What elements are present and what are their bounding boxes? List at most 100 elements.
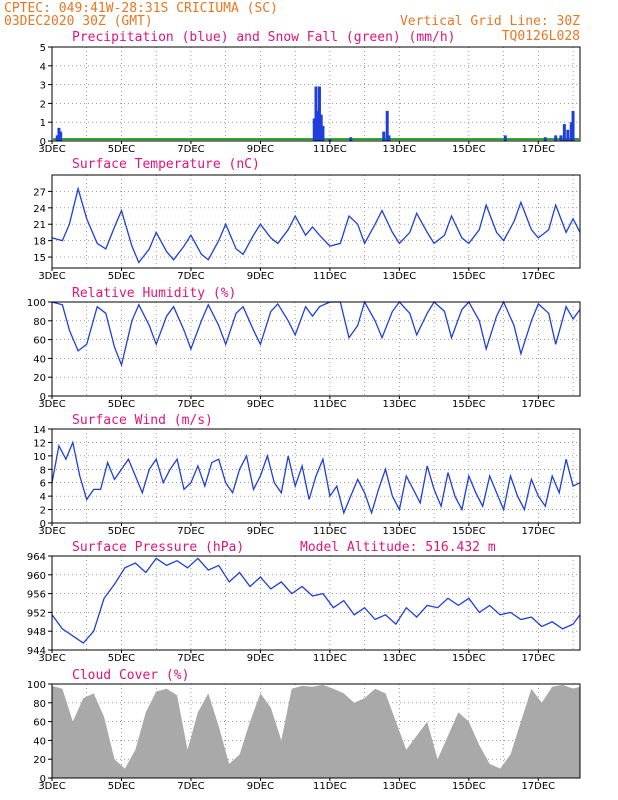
model-altitude: Model Altitude: 516.432 m [300, 540, 496, 555]
pressure-ytick-label: 964 [27, 552, 46, 563]
rh-ytick-label: 40 [33, 354, 46, 365]
precip-bar [569, 122, 573, 141]
temp-xtick-label: 7DEC [177, 271, 204, 282]
temp-xtick-label: 13DEC [383, 271, 417, 282]
cloud-title: Cloud Cover (%) [72, 668, 189, 683]
temp-ytick-label: 15 [33, 253, 46, 264]
precip-bar [559, 135, 563, 141]
temp-frame [51, 174, 581, 269]
precip-panel: 0 1 2 3 4 5 3DEC 5DEC 7DEC 9DEC 11DEC 13DEC 15DEC 17D… [38, 43, 581, 155]
wind-ytick-label: 2 [40, 506, 46, 517]
cloud-xtick-label: 13DEC [383, 781, 417, 792]
pressure-panel: 944 948 952 956 960 964 3DEC 5DEC 7DEC 9DEC 11DEC 1… [27, 552, 581, 664]
pressure-xtick-label: 5DEC [108, 653, 135, 664]
precip-bar [571, 110, 575, 141]
temp-ytick-label: 21 [33, 220, 46, 231]
precip-ytick-label: 5 [40, 43, 46, 54]
precip-xtick-label: 15DEC [452, 144, 486, 155]
temp-xtick-label: 11DEC [313, 271, 347, 282]
rh-ytick-label: 0 [40, 392, 46, 403]
cloud-xtick-label: 17DEC [521, 781, 555, 792]
pressure-ytick-label: 952 [27, 608, 46, 619]
cloud-ytick-label: 80 [33, 699, 46, 710]
header-grid-note: Vertical Grid Line: 30Z [400, 14, 580, 29]
pressure-xtick-label: 7DEC [177, 653, 204, 664]
rh-ytick-label: 100 [27, 298, 46, 309]
precip-xtick-label: 11DEC [313, 144, 347, 155]
rh-xtick-label: 7DEC [177, 399, 204, 410]
precip-bar [314, 86, 318, 141]
temp-xtick-label: 17DEC [521, 271, 555, 282]
wind-xtick-label: 15DEC [452, 526, 486, 537]
cloud-frame [51, 683, 581, 779]
precip-bar [562, 124, 566, 141]
precip-bar [328, 139, 332, 141]
rh-ytick-label: 60 [33, 336, 46, 347]
cloud-xtick-label: 9DEC [247, 781, 274, 792]
wind-xtick-label: 3DEC [38, 526, 65, 537]
pressure-ytick-label: 948 [27, 627, 46, 638]
pressure-ytick-label: 960 [27, 571, 46, 582]
precip-ytick-label: 3 [40, 81, 46, 92]
rh-xtick-label: 13DEC [383, 399, 417, 410]
rh-xtick-label: 5DEC [108, 399, 135, 410]
pressure-ytick-label: 956 [27, 590, 46, 601]
wind-xtick-label: 17DEC [521, 526, 555, 537]
pressure-frame [51, 555, 581, 651]
precip-bar [349, 137, 353, 141]
cloud-xtick-label: 5DEC [108, 781, 135, 792]
precip-xtick-label: 7DEC [177, 144, 204, 155]
cloud-xtick-label: 7DEC [177, 781, 204, 792]
pressure-series-line [51, 557, 581, 644]
cloud-ytick-label: 0 [40, 774, 46, 785]
precip-bar [59, 131, 63, 141]
precip-ytick-label: 1 [40, 118, 46, 129]
precip-bar [316, 110, 320, 141]
temp-ytick-label: 18 [33, 237, 46, 248]
wind-xtick-label: 5DEC [108, 526, 135, 537]
temp-ytick-label: 27 [33, 187, 46, 198]
precip-bar [385, 110, 389, 141]
precip-bar [382, 131, 386, 141]
pressure-xtick-label: 3DEC [38, 653, 65, 664]
precip-xtick-label: 13DEC [383, 144, 417, 155]
temp-xtick-label: 9DEC [247, 271, 274, 282]
wind-panel: 0 2 4 6 8 10 12 14 3DEC 5DEC 7DEC 9DEC 11DEC 13DEC 15D… [33, 425, 581, 537]
cloud-xtick-label: 15DEC [452, 781, 486, 792]
precip-bar [319, 114, 323, 141]
temp-panel: 15 18 21 24 27 3DEC 5DEC 7DEC 9DEC 11DEC 13DEC 15DE… [33, 174, 581, 282]
pressure-ytick-label: 944 [27, 646, 46, 657]
precip-title: Precipitation (blue) and Snow Fall (gree… [72, 30, 456, 45]
cloud-ytick-label: 40 [33, 736, 46, 747]
precip-xtick-label: 3DEC [38, 144, 65, 155]
precip-frame [51, 46, 581, 142]
rh-ytick-label: 80 [33, 317, 46, 328]
cloud-cover-area [52, 684, 580, 778]
rh-title: Relative Humidity (%) [72, 286, 236, 301]
wind-ytick-label: 6 [40, 479, 46, 490]
header-model-code: TQ0126L028 [502, 29, 580, 44]
precip-xtick-label: 5DEC [108, 144, 135, 155]
rh-xtick-label: 3DEC [38, 399, 65, 410]
rh-series-line [51, 300, 581, 368]
temp-xtick-label: 5DEC [108, 271, 135, 282]
cloud-panel: 0 20 40 60 80 100 3DEC 5DEC 7DEC 9DEC 11DEC 13DEC 15… [27, 680, 581, 792]
header-date: 03DEC2020 30Z (GMT) [4, 14, 153, 29]
wind-ytick-label: 14 [33, 425, 46, 436]
rh-xtick-label: 15DEC [452, 399, 486, 410]
header-station: CPTEC: 049:41W-28:31S CRICIUMA (SC) [4, 1, 278, 16]
temp-xtick-label: 3DEC [38, 271, 65, 282]
precip-bar [554, 135, 558, 141]
wind-xtick-label: 11DEC [313, 526, 347, 537]
precip-ytick-label: 2 [40, 99, 46, 110]
precip-bar [55, 135, 59, 141]
rh-panel: 0 20 40 60 80 100 3DEC 5DEC 7DEC 9DEC 11DEC 13DEC 15… [27, 298, 581, 410]
precip-bar [57, 127, 61, 141]
temp-xtick-label: 15DEC [452, 271, 486, 282]
pressure-title: Surface Pressure (hPa) [72, 540, 244, 555]
precip-bar [317, 86, 321, 141]
wind-ytick-label: 12 [33, 438, 46, 449]
precip-bar [566, 129, 570, 141]
wind-ytick-label: 0 [40, 519, 46, 530]
